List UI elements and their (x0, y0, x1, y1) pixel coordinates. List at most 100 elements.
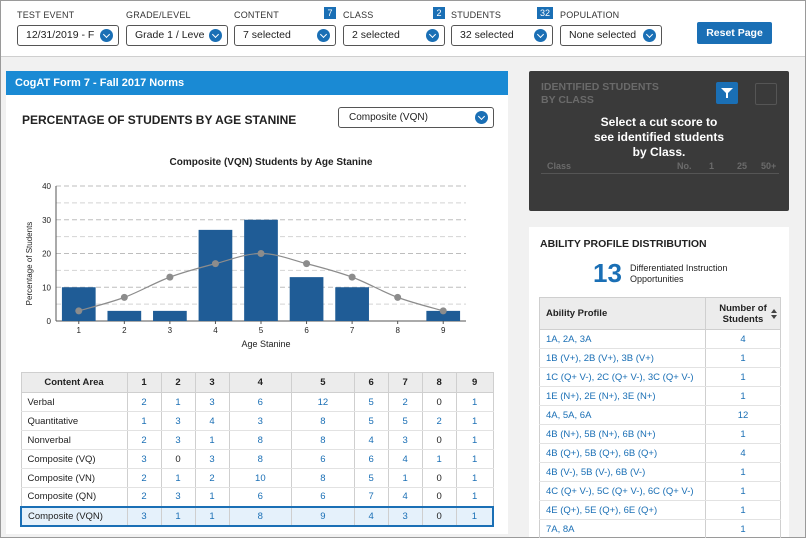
profile-link[interactable]: 4B (Q+), 5B (Q+), 6B (Q+) (539, 443, 706, 463)
cell-link[interactable]: 1 (456, 392, 494, 412)
cell-link[interactable]: 2 (127, 468, 162, 488)
cell-link[interactable]: 6 (229, 392, 293, 412)
table-row[interactable]: Composite (VQN) 3 1 1 8 9 4 3 0 1 (20, 505, 494, 527)
cell-link[interactable]: 6 (291, 449, 355, 469)
cell-link[interactable]: 4 (354, 505, 389, 527)
cell-link[interactable]: 1 (456, 505, 494, 527)
cell-link[interactable]: 4 (354, 430, 389, 450)
profile-link[interactable]: 4B (V-), 5B (V-), 6B (V-) (539, 462, 706, 482)
table-row[interactable]: Verbal 2 1 3 6 12 5 2 0 1 (20, 392, 494, 412)
cell-link[interactable]: 1 (388, 468, 423, 488)
content-select[interactable]: 7 selected (234, 25, 336, 46)
cell-link[interactable]: 1 (456, 468, 494, 488)
cell-link[interactable]: 3 (229, 411, 293, 431)
cell-link[interactable]: 10 (229, 468, 293, 488)
count-link[interactable]: 1 (705, 367, 781, 387)
cell-link[interactable]: 8 (229, 449, 293, 469)
cell-link[interactable]: 6 (229, 487, 293, 507)
cell-link[interactable]: 2 (127, 487, 162, 507)
cell-link[interactable]: 2 (127, 392, 162, 412)
cell-link[interactable]: 3 (127, 505, 162, 527)
cell-link[interactable]: 5 (388, 411, 423, 431)
x-tick-label: 5 (259, 326, 264, 335)
profile-link[interactable]: 4A, 5A, 6A (539, 405, 706, 425)
grade-level-select[interactable]: Grade 1 / Leve (126, 25, 228, 46)
test-event-select[interactable]: 12/31/2019 - F (17, 25, 119, 46)
cell-link[interactable]: 3 (195, 392, 230, 412)
cell-link[interactable]: 5 (354, 411, 389, 431)
count-link[interactable]: 1 (705, 519, 781, 538)
cell-link[interactable]: 6 (291, 487, 355, 507)
cell-link[interactable]: 1 (161, 468, 196, 488)
cell-link[interactable]: 12 (291, 392, 355, 412)
cell-link[interactable]: 7 (354, 487, 389, 507)
profile-link[interactable]: 1C (Q+ V-), 2C (Q+ V-), 3C (Q+ V-) (539, 367, 706, 387)
cell-link[interactable]: 5 (354, 468, 389, 488)
filter-funnel-icon[interactable] (716, 82, 738, 104)
count-link[interactable]: 1 (705, 424, 781, 444)
profile-link[interactable]: 1A, 2A, 3A (539, 329, 706, 349)
count-link[interactable]: 4 (705, 329, 781, 349)
cell-link[interactable]: 1 (456, 430, 494, 450)
profile-link[interactable]: 7A, 8A (539, 519, 706, 538)
count-link[interactable]: 1 (705, 386, 781, 406)
cell-link[interactable]: 3 (127, 449, 162, 469)
cell-link[interactable]: 1 (422, 449, 457, 469)
profile-link[interactable]: 4C (Q+ V-), 5C (Q+ V-), 6C (Q+ V-) (539, 481, 706, 501)
select-value: 7 selected (243, 29, 291, 41)
cell-link[interactable]: 1 (195, 430, 230, 450)
profile-link[interactable]: 4E (Q+), 5E (Q+), 6E (Q+) (539, 500, 706, 520)
table-row[interactable]: Nonverbal 2 3 1 8 8 4 3 0 1 (20, 430, 494, 450)
cell-link[interactable]: 8 (291, 411, 355, 431)
cell-link[interactable]: 2 (127, 430, 162, 450)
table-row[interactable]: Quantitative 1 3 4 3 8 5 5 2 1 (20, 411, 494, 431)
cell-link[interactable]: 4 (388, 487, 423, 507)
cell-link[interactable]: 4 (195, 411, 230, 431)
cell-link[interactable]: 6 (354, 449, 389, 469)
profile-link[interactable]: 1B (V+), 2B (V+), 3B (V+) (539, 348, 706, 368)
students-select[interactable]: 32 selected (451, 25, 553, 46)
reset-page-button[interactable]: Reset Page (697, 22, 772, 44)
cell-link[interactable]: 8 (229, 430, 293, 450)
cell-link[interactable]: 2 (388, 392, 423, 412)
cell-link[interactable]: 2 (195, 468, 230, 488)
cell-link[interactable]: 1 (195, 487, 230, 507)
composite-select[interactable]: Composite (VQN) (338, 107, 494, 128)
cell-link[interactable]: 3 (161, 430, 196, 450)
cell-link[interactable]: 1 (127, 411, 162, 431)
cell-link[interactable]: 3 (195, 449, 230, 469)
sort-icon[interactable] (771, 309, 777, 319)
cell-link[interactable]: 9 (291, 505, 355, 527)
profile-link[interactable]: 4B (N+), 5B (N+), 6B (N+) (539, 424, 706, 444)
population-select[interactable]: None selected (560, 25, 662, 46)
count-link[interactable]: 1 (705, 462, 781, 482)
count-link[interactable]: 4 (705, 443, 781, 463)
table-row[interactable]: Composite (QN) 2 3 1 6 6 7 4 0 1 (20, 487, 494, 507)
count-link[interactable]: 1 (705, 500, 781, 520)
cell-link[interactable]: 1 (456, 487, 494, 507)
cell-link[interactable]: 8 (229, 505, 293, 527)
cell-link[interactable]: 1 (161, 505, 196, 527)
column-header-number[interactable]: Number of Students (705, 297, 781, 330)
cell-link[interactable]: 1 (456, 411, 494, 431)
cell-link[interactable]: 8 (291, 430, 355, 450)
cell-link[interactable]: 3 (388, 505, 423, 527)
cell-link[interactable]: 1 (161, 392, 196, 412)
cell-link[interactable]: 3 (161, 487, 196, 507)
count-link[interactable]: 12 (705, 405, 781, 425)
cell-link[interactable]: 1 (195, 505, 230, 527)
cell-link[interactable]: 3 (388, 430, 423, 450)
filter-bar: TEST EVENT 12/31/2019 - F GRADE/LEVEL Gr… (1, 1, 805, 57)
table-row[interactable]: Composite (VN) 2 1 2 10 8 5 1 0 1 (20, 468, 494, 488)
class-select[interactable]: 2 selected (343, 25, 445, 46)
cell-link[interactable]: 2 (422, 411, 457, 431)
cell-link[interactable]: 3 (161, 411, 196, 431)
cell-link[interactable]: 1 (456, 449, 494, 469)
cell-link[interactable]: 4 (388, 449, 423, 469)
cell-link[interactable]: 8 (291, 468, 355, 488)
profile-link[interactable]: 1E (N+), 2E (N+), 3E (N+) (539, 386, 706, 406)
cell-link[interactable]: 5 (354, 392, 389, 412)
table-row[interactable]: Composite (VQ) 3 0 3 8 6 6 4 1 1 (20, 449, 494, 469)
count-link[interactable]: 1 (705, 348, 781, 368)
count-link[interactable]: 1 (705, 481, 781, 501)
